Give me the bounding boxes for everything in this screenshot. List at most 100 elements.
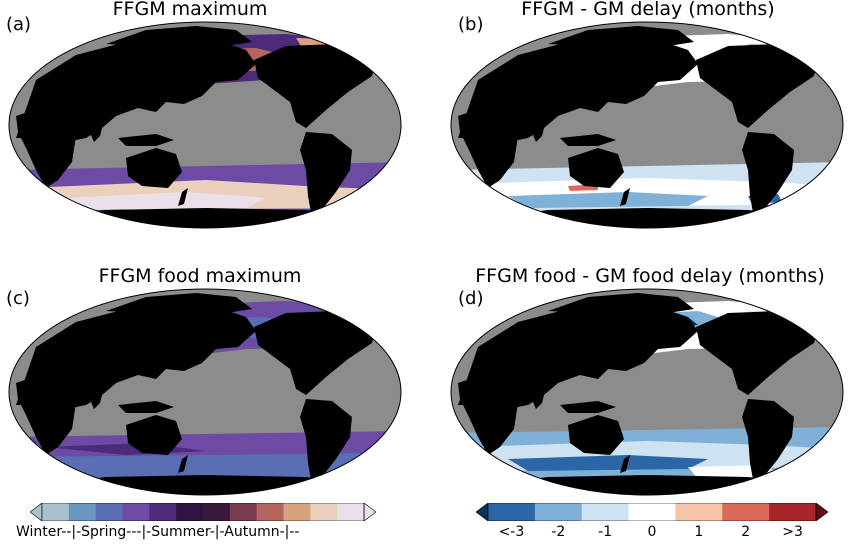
colorbar-swatch: [283, 503, 311, 521]
ocean-region: [508, 455, 708, 471]
colorbar-swatch: [722, 503, 770, 521]
land-europe: [106, 293, 252, 313]
land-indonesia: [560, 134, 616, 146]
land-greenland: [778, 26, 820, 46]
land-australia: [568, 148, 624, 188]
ocean-region: [508, 192, 708, 208]
panel-label: (a): [6, 14, 32, 35]
land-europe: [548, 26, 694, 46]
land-australia: [568, 415, 624, 455]
map-border: [8, 21, 402, 229]
land-nz: [178, 455, 188, 473]
delay-tick-label: -2: [551, 524, 566, 540]
land-asia: [458, 305, 698, 409]
panel-title: FFGM food maximum: [98, 265, 302, 287]
panel-label: (d): [458, 288, 484, 309]
land-asia: [458, 38, 698, 142]
colorbar-swatch: [68, 503, 97, 521]
panel-label: (c): [6, 288, 30, 309]
land-antarctica: [26, 475, 386, 496]
land-africa: [458, 373, 518, 455]
land-greenland: [336, 26, 378, 46]
colorbar-swatch: [42, 503, 70, 521]
land-india: [88, 116, 104, 142]
land-namerica: [696, 311, 820, 395]
land-greenland: [778, 293, 820, 313]
ocean-region: [66, 192, 266, 210]
delay-tick-label: 0: [647, 524, 657, 540]
land-india: [530, 383, 546, 409]
land-india: [88, 383, 104, 409]
map-border: [8, 288, 402, 496]
map-food-delay: [450, 288, 844, 496]
land-nz: [620, 455, 630, 473]
colorbar-outline: [41, 503, 365, 521]
colorbar-extend-right: [815, 503, 828, 521]
colorbar-extend-left: [476, 503, 489, 521]
colorbar-swatch: [256, 503, 284, 521]
land-samerica: [300, 399, 352, 485]
map-food-phase-maximum: [8, 288, 402, 496]
colorbar-extend-left: [30, 503, 43, 521]
land-indonesia: [560, 401, 616, 413]
colorbar-swatch: [122, 503, 150, 521]
land-namerica: [254, 311, 378, 395]
map-content: [8, 21, 402, 229]
season-colorbar-labels: Winter--|-Spring---|-Summer-|-Autumn-|--: [16, 524, 300, 540]
land-nz: [178, 188, 188, 206]
season-colorbar: [30, 503, 376, 521]
delay-tick-label: 2: [741, 524, 751, 540]
land-australia: [126, 415, 182, 455]
colorbar-swatch: [337, 503, 365, 521]
map-content: [450, 21, 844, 229]
land-indonesia: [118, 134, 174, 146]
land-asia: [16, 305, 256, 409]
land-africa: [458, 106, 518, 188]
land-samerica: [742, 132, 794, 218]
land-africa: [16, 373, 76, 455]
delay-tick-label: 1: [694, 524, 704, 540]
panel-title: FFGM food - GM food delay (months): [475, 265, 825, 287]
panel-label: (b): [458, 14, 484, 35]
land-asia: [16, 38, 256, 142]
land-antarctica: [468, 208, 828, 229]
colorbar-swatch: [628, 503, 676, 521]
colorbar-swatch: [203, 503, 231, 521]
colorbar-swatch: [488, 503, 536, 521]
land-namerica: [696, 44, 820, 128]
land-namerica: [254, 44, 378, 128]
colorbar-swatch: [675, 503, 723, 521]
land-antarctica: [468, 475, 828, 496]
land-nz: [620, 188, 630, 206]
colorbar-swatch: [769, 503, 817, 521]
colorbar-swatch: [149, 503, 177, 521]
map-content: [8, 288, 402, 496]
land-samerica: [742, 399, 794, 485]
colorbar-swatch: [310, 503, 338, 521]
land-greenland: [336, 293, 378, 313]
colorbar-swatch: [229, 503, 258, 521]
colorbar-swatch: [581, 503, 630, 521]
delay-tick-label: <-3: [498, 524, 525, 540]
land-europe: [106, 26, 252, 46]
colorbar-swatch: [176, 503, 204, 521]
land-australia: [126, 148, 182, 188]
delay-colorbar: [476, 503, 828, 521]
colorbar-swatch: [534, 503, 583, 521]
land-samerica: [300, 132, 352, 218]
land-indonesia: [118, 401, 174, 413]
delay-tick-label: >3: [782, 524, 803, 540]
map-phase-maximum: [8, 21, 402, 229]
land-india: [530, 116, 546, 142]
land-africa: [16, 106, 76, 188]
colorbar-outline: [487, 503, 817, 521]
map-border: [450, 21, 844, 229]
land-europe: [548, 293, 694, 313]
colorbar-swatch: [95, 503, 123, 521]
map-content: [450, 288, 844, 496]
land-antarctica: [26, 208, 386, 229]
delay-tick-label: -1: [598, 524, 613, 540]
colorbar-extend-right: [363, 503, 376, 521]
panel-title: FFGM - GM delay (months): [521, 0, 775, 20]
map-delay: [450, 21, 844, 229]
